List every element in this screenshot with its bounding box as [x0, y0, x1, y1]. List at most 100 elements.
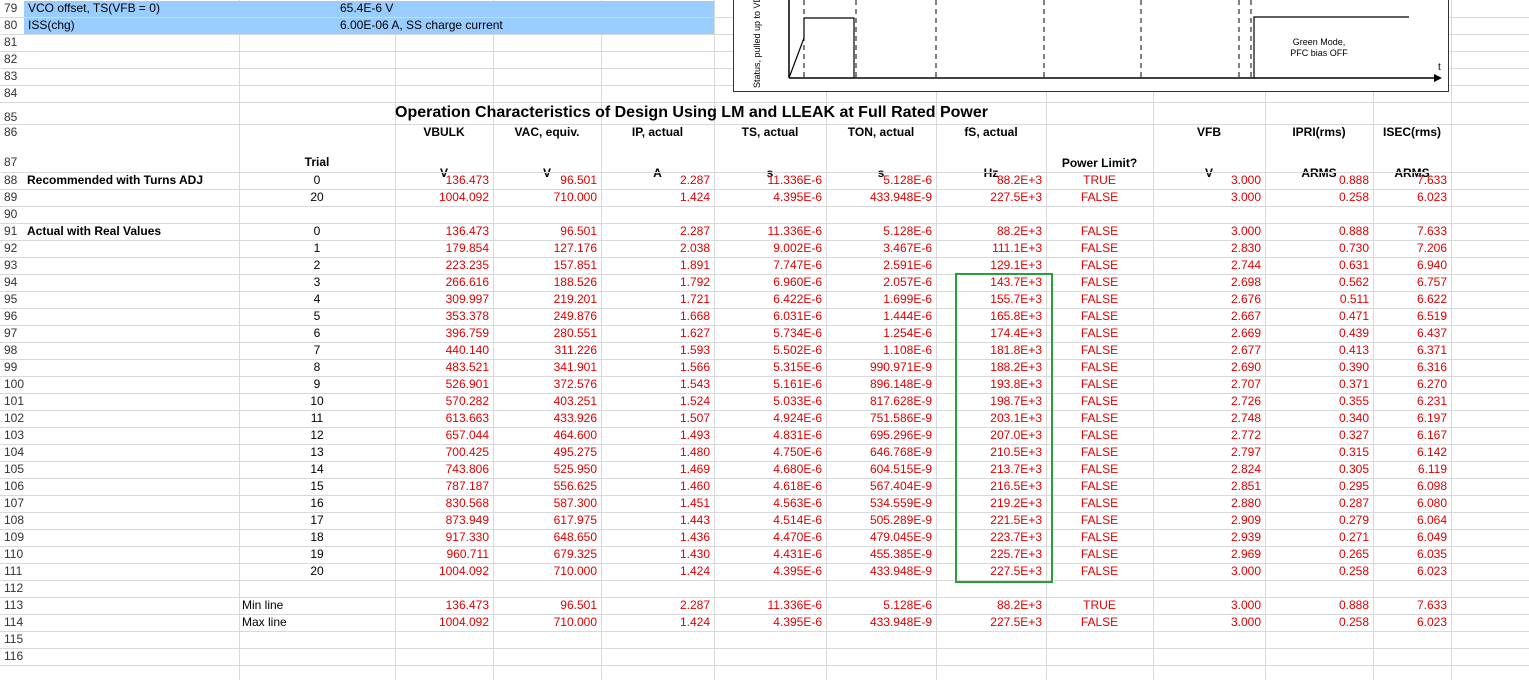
ipri-cell[interactable]: 0.562 — [1338, 275, 1369, 289]
vfb-cell[interactable]: 2.669 — [1230, 326, 1261, 340]
isec-cell[interactable]: 6.064 — [1416, 513, 1447, 527]
vac-cell[interactable]: 157.851 — [553, 258, 597, 272]
row-header[interactable]: 94 — [4, 275, 18, 289]
isec-cell[interactable]: 6.049 — [1416, 530, 1447, 544]
vfb-cell[interactable]: 2.880 — [1230, 496, 1261, 510]
ts-cell[interactable]: 9.002E-6 — [773, 241, 822, 255]
power-limit-cell[interactable]: TRUE — [1083, 598, 1116, 612]
power-limit-cell[interactable]: FALSE — [1080, 309, 1119, 323]
row-header[interactable]: 109 — [4, 530, 25, 544]
row-header[interactable]: 115 — [4, 632, 24, 646]
ip-cell[interactable]: 1.430 — [679, 547, 710, 561]
ip-cell[interactable]: 1.524 — [679, 394, 710, 408]
ts-cell[interactable]: 6.960E-6 — [773, 275, 822, 289]
vfb-cell[interactable]: 2.939 — [1230, 530, 1261, 544]
trial-cell[interactable]: 20 — [310, 564, 324, 578]
isec-cell[interactable]: 6.622 — [1416, 292, 1447, 306]
vbulk-cell[interactable]: 657.044 — [445, 428, 489, 442]
isec-cell[interactable]: 6.757 — [1416, 275, 1447, 289]
ton-cell[interactable]: 433.948E-9 — [869, 564, 932, 578]
ip-cell[interactable]: 2.287 — [679, 224, 710, 238]
ipri-cell[interactable]: 0.327 — [1338, 428, 1369, 442]
ton-cell[interactable]: 1.254E-6 — [883, 326, 932, 340]
ip-cell[interactable]: 2.287 — [679, 598, 710, 612]
vbulk-cell[interactable]: 743.806 — [445, 462, 489, 476]
ton-cell[interactable]: 534.559E-9 — [869, 496, 932, 510]
ts-cell[interactable]: 5.161E-6 — [773, 377, 822, 391]
fs-cell[interactable]: 227.5E+3 — [990, 564, 1042, 578]
vbulk-cell[interactable]: 179.854 — [445, 241, 489, 255]
vfb-cell[interactable]: 2.667 — [1230, 309, 1261, 323]
ipri-cell[interactable]: 0.258 — [1338, 190, 1369, 204]
ipri-cell[interactable]: 0.439 — [1338, 326, 1369, 340]
fs-cell[interactable]: 225.7E+3 — [990, 547, 1042, 561]
vfb-cell[interactable]: 3.000 — [1230, 564, 1261, 578]
vfb-cell[interactable]: 2.726 — [1230, 394, 1261, 408]
trial-cell[interactable]: 9 — [313, 377, 321, 391]
fs-cell[interactable]: 210.5E+3 — [990, 445, 1042, 459]
row-header[interactable]: 91 — [4, 224, 18, 238]
power-limit-cell[interactable]: FALSE — [1080, 224, 1119, 238]
row-header[interactable]: 102 — [4, 411, 25, 425]
row-label[interactable]: Actual with Real Values — [27, 224, 162, 238]
vac-cell[interactable]: 280.551 — [553, 326, 597, 340]
ts-cell[interactable]: 4.470E-6 — [773, 530, 822, 544]
vac-cell[interactable]: 710.000 — [553, 615, 597, 629]
vac-cell[interactable]: 96.501 — [560, 173, 597, 187]
fs-cell[interactable]: 219.2E+3 — [990, 496, 1042, 510]
power-limit-cell[interactable]: FALSE — [1080, 462, 1119, 476]
power-limit-cell[interactable]: FALSE — [1080, 258, 1119, 272]
isec-cell[interactable]: 6.023 — [1416, 564, 1447, 578]
fs-cell[interactable]: 165.8E+3 — [990, 309, 1042, 323]
row-header[interactable]: 113 — [4, 598, 24, 612]
row-header[interactable]: 89 — [4, 190, 18, 204]
ipri-cell[interactable]: 0.279 — [1338, 513, 1369, 527]
trial-cell[interactable]: 6 — [313, 326, 321, 340]
row-header[interactable]: 92 — [4, 241, 18, 255]
ts-cell[interactable]: 4.395E-6 — [773, 190, 822, 204]
row-header[interactable]: 116 — [4, 649, 24, 663]
vbulk-cell[interactable]: 1004.092 — [438, 190, 489, 204]
trial-cell[interactable]: 18 — [310, 530, 324, 544]
ipri-cell[interactable]: 0.631 — [1338, 258, 1369, 272]
ts-cell[interactable]: 11.336E-6 — [767, 598, 823, 612]
ipri-cell[interactable]: 0.315 — [1338, 445, 1369, 459]
ipri-cell[interactable]: 0.888 — [1338, 598, 1369, 612]
vbulk-cell[interactable]: 223.235 — [445, 258, 489, 272]
trial-cell[interactable]: 17 — [310, 513, 324, 527]
trial-cell[interactable]: 10 — [310, 394, 324, 408]
fs-cell[interactable]: 227.5E+3 — [990, 615, 1042, 629]
vac-cell[interactable]: 96.501 — [560, 224, 597, 238]
power-limit-cell[interactable]: FALSE — [1080, 445, 1119, 459]
isec-cell[interactable]: 6.231 — [1416, 394, 1447, 408]
ip-cell[interactable]: 2.287 — [679, 173, 710, 187]
vbulk-cell[interactable]: 613.663 — [445, 411, 489, 425]
isec-cell[interactable]: 6.098 — [1416, 479, 1447, 493]
fs-cell[interactable]: 188.2E+3 — [990, 360, 1042, 374]
ipri-cell[interactable]: 0.471 — [1338, 309, 1369, 323]
vbulk-cell[interactable]: 787.187 — [445, 479, 489, 493]
row-header[interactable]: 108 — [4, 513, 25, 527]
vfb-cell[interactable]: 3.000 — [1230, 224, 1261, 238]
ipri-cell[interactable]: 0.730 — [1338, 241, 1369, 255]
row-header[interactable]: 88 — [4, 173, 18, 187]
vbulk-cell[interactable]: 266.616 — [445, 275, 489, 289]
isec-cell[interactable]: 7.633 — [1416, 224, 1447, 238]
ipri-cell[interactable]: 0.340 — [1338, 411, 1369, 425]
vfb-cell[interactable]: 2.797 — [1230, 445, 1261, 459]
fs-cell[interactable]: 216.5E+3 — [990, 479, 1042, 493]
fs-cell[interactable]: 223.7E+3 — [990, 530, 1042, 544]
vac-cell[interactable]: 219.201 — [553, 292, 597, 306]
power-limit-cell[interactable]: FALSE — [1080, 530, 1119, 544]
ton-cell[interactable]: 567.404E-9 — [869, 479, 932, 493]
vfb-cell[interactable]: 2.830 — [1230, 241, 1261, 255]
ip-cell[interactable]: 1.627 — [679, 326, 710, 340]
fs-cell[interactable]: 143.7E+3 — [990, 275, 1042, 289]
fs-cell[interactable]: 88.2E+3 — [996, 173, 1042, 187]
trial-cell[interactable]: 0 — [313, 224, 321, 238]
isec-cell[interactable]: 7.206 — [1416, 241, 1447, 255]
ton-cell[interactable]: 604.515E-9 — [869, 462, 932, 476]
vfb-cell[interactable]: 2.677 — [1230, 343, 1261, 357]
power-limit-cell[interactable]: TRUE — [1083, 173, 1116, 187]
row-header[interactable]: 80 — [4, 18, 18, 32]
